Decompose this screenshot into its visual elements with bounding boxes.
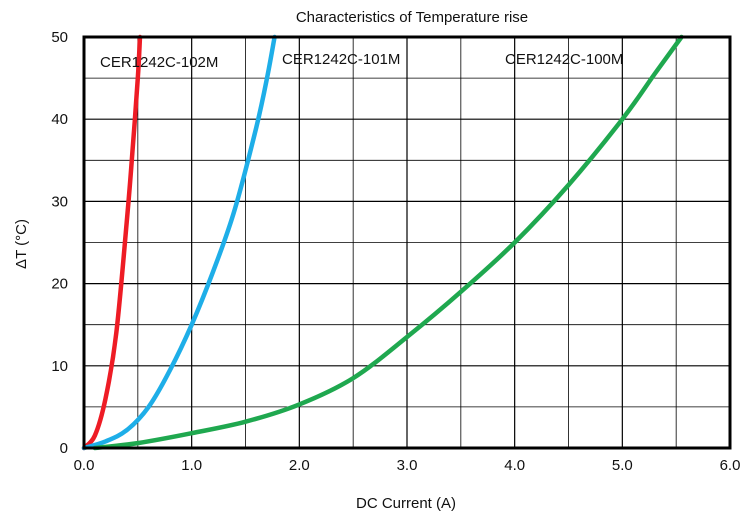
x-tick-label: 0.0	[74, 457, 95, 474]
x-tick-label: 5.0	[612, 457, 633, 474]
y-tick-label: 30	[51, 193, 68, 210]
series-line-2	[92, 34, 684, 451]
axis-ticks: 0.0 1.0 2.0 3.0 4.0 5.0 6.0 0 10 20 30 40 50	[51, 29, 740, 474]
chart-title: Characteristics of Temperature rise	[296, 9, 528, 26]
grid	[83, 36, 731, 449]
y-tick-label: 50	[51, 29, 68, 46]
y-tick-label: 20	[51, 276, 68, 293]
x-tick-label: 1.0	[181, 457, 202, 474]
y-axis-title: ΔT (°C)	[13, 219, 30, 269]
series-layer	[81, 34, 684, 451]
y-tick-label: 10	[51, 358, 68, 375]
x-tick-label: 2.0	[289, 457, 310, 474]
y-tick-label: 40	[51, 111, 68, 128]
plot-frame	[82, 35, 732, 450]
x-tick-label: 3.0	[397, 457, 418, 474]
series-label-2: CER1242C-100M	[505, 51, 623, 68]
x-tick-label: 6.0	[720, 457, 741, 474]
x-axis-title: DC Current (A)	[356, 495, 456, 512]
x-tick-label: 4.0	[504, 457, 525, 474]
series-line-0	[81, 34, 143, 451]
y-tick-label: 0	[60, 440, 68, 457]
series-label-1: CER1242C-101M	[282, 51, 400, 68]
series-line-1	[81, 34, 277, 451]
series-label-0: CER1242C-102M	[100, 54, 218, 71]
series-labels: CER1242C-102M CER1242C-101M CER1242C-100M	[100, 51, 623, 71]
